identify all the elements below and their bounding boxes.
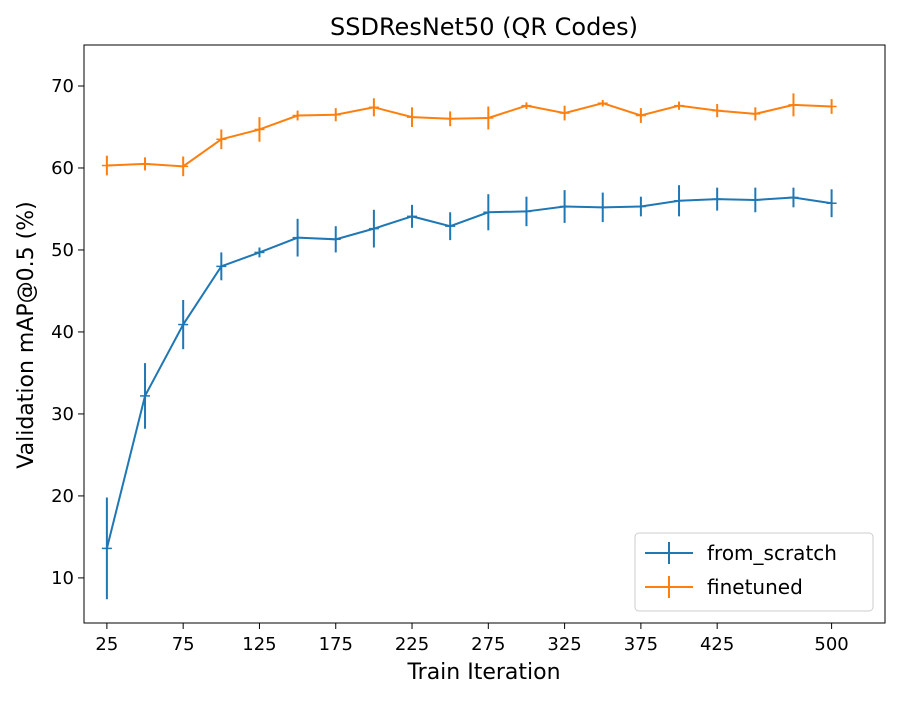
x-tick-label: 225	[395, 634, 429, 655]
legend-box	[634, 532, 874, 612]
x-axis-title: Train Iteration	[406, 660, 560, 685]
x-tick-label: 175	[319, 634, 353, 655]
plot-area: 10 20 30 40 50 60 70 25 75 125 175 225 275 325 375 425 5…	[51, 44, 886, 655]
legend: from_scratch finetuned	[634, 532, 874, 612]
plot-frame	[83, 44, 886, 624]
y-tick-label: 70	[51, 76, 74, 97]
legend-label-finetuned: finetuned	[707, 575, 803, 599]
x-tick-label: 125	[242, 634, 276, 655]
y-tick-label: 60	[51, 158, 74, 179]
x-tick-label: 325	[547, 634, 581, 655]
y-tick-label: 30	[51, 404, 74, 425]
y-axis-title: Validation mAP@0.5 (%)	[14, 201, 39, 468]
y-tick-label: 50	[51, 240, 74, 261]
x-tick-label: 75	[172, 634, 195, 655]
x-tick-label: 25	[95, 634, 118, 655]
y-tick-label: 20	[51, 486, 74, 507]
y-tick-label: 40	[51, 322, 74, 343]
x-tick-label: 500	[814, 634, 848, 655]
chart-title: SSDResNet50 (QR Codes)	[330, 13, 638, 41]
y-tick-label: 10	[51, 568, 74, 589]
series-line-from_scratch	[105, 196, 832, 549]
x-tick-label: 375	[624, 634, 658, 655]
series-line-finetuned	[106, 102, 832, 168]
x-tick-label: 275	[471, 634, 505, 655]
x-tick-label: 425	[700, 634, 734, 655]
legend-label-from_scratch: from_scratch	[707, 541, 837, 565]
